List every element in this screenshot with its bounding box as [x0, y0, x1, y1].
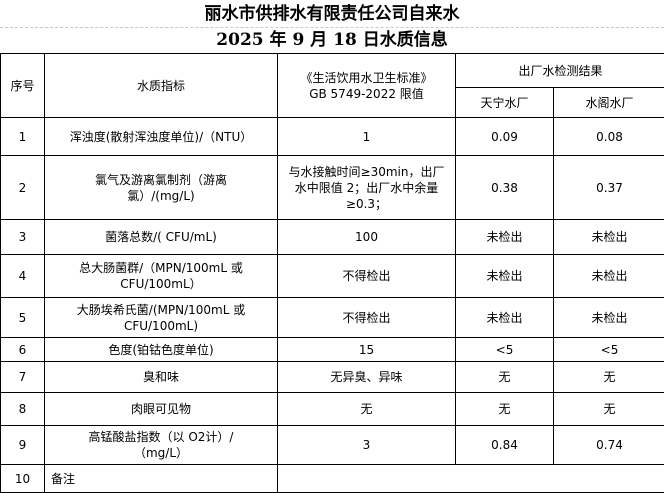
row-plant1-value: 无 [456, 393, 554, 426]
header-standard-title: 《生活饮用水卫生标准》 [280, 70, 453, 86]
row-plant1-value: 未检出 [456, 298, 554, 338]
row-plant2-value: 0.74 [554, 426, 664, 465]
row-plant2-value: <5 [554, 338, 664, 362]
row-indicator: 大肠埃希氏菌/(MPN/100mL 或 CFU/100mL) [45, 298, 278, 338]
page-title: 丽水市供排水有限责任公司自来水 [0, 2, 664, 28]
remark-row: 10 备注 [1, 465, 664, 493]
row-plant1-value: 0.09 [456, 118, 554, 156]
row-no: 2 [1, 156, 45, 220]
row-no: 8 [1, 393, 45, 426]
row-plant1-value: <5 [456, 338, 554, 362]
water-quality-table: 序号 水质指标 《生活饮用水卫生标准》GB 5749-2022 限值 出厂水检测… [0, 53, 664, 493]
row-no: 6 [1, 338, 45, 362]
row-no: 4 [1, 255, 45, 298]
header-plant2: 水阁水厂 [554, 88, 664, 118]
row-plant2-value: 无 [554, 362, 664, 393]
row-indicator: 总大肠菌群/（MPN/100mL 或 CFU/100mL） [45, 255, 278, 298]
row-limit: 1 [278, 118, 456, 156]
row-plant2-value: 未检出 [554, 220, 664, 255]
row-plant2-value: 0.08 [554, 118, 664, 156]
row-plant1-value: 无 [456, 362, 554, 393]
row-no: 7 [1, 362, 45, 393]
row-indicator: 色度(铂钴色度单位) [45, 338, 278, 362]
header-results: 出厂水检测结果 [456, 54, 664, 88]
row-indicator: 氯气及游离氯制剂（游离氯）/(mg/L) [45, 156, 278, 220]
remark-no: 10 [1, 465, 45, 493]
row-limit: 100 [278, 220, 456, 255]
row-plant2-value: 0.37 [554, 156, 664, 220]
row-plant2-value: 未检出 [554, 255, 664, 298]
row-indicator: 浑浊度(散射浑浊度单位)/（NTU） [45, 118, 278, 156]
row-indicator: 高锰酸盐指数（以 O2计）/（mg/L） [45, 426, 278, 465]
row-plant2-value: 无 [554, 393, 664, 426]
row-plant1-value: 未检出 [456, 220, 554, 255]
row-limit: 无 [278, 393, 456, 426]
row-limit: 3 [278, 426, 456, 465]
row-plant1-value: 未检出 [456, 255, 554, 298]
row-limit: 不得检出 [278, 298, 456, 338]
remark-label: 备注 [45, 465, 278, 493]
row-plant1-value: 0.38 [456, 156, 554, 220]
row-limit: 与水接触时间≥30min，出厂水中限值 2；出厂水中余量≥0.3； [278, 156, 456, 220]
row-no: 5 [1, 298, 45, 338]
row-indicator: 菌落总数/( CFU/mL) [45, 220, 278, 255]
row-limit: 无异臭、异味 [278, 362, 456, 393]
header-standard: 《生活饮用水卫生标准》GB 5749-2022 限值 [278, 54, 456, 118]
header-no: 序号 [1, 54, 45, 118]
page-subtitle: 2025 年 9 月 18 日水质信息 [0, 28, 664, 53]
row-plant2-value: 未检出 [554, 298, 664, 338]
row-no: 3 [1, 220, 45, 255]
row-limit: 不得检出 [278, 255, 456, 298]
row-no: 1 [1, 118, 45, 156]
row-indicator: 臭和味 [45, 362, 278, 393]
row-indicator: 肉眼可见物 [45, 393, 278, 426]
header-indicator: 水质指标 [45, 54, 278, 118]
header-plant1: 天宁水厂 [456, 88, 554, 118]
row-plant1-value: 0.84 [456, 426, 554, 465]
row-limit: 15 [278, 338, 456, 362]
header-standard-code: GB 5749-2022 限值 [280, 86, 453, 102]
row-no: 9 [1, 426, 45, 465]
remark-value [278, 465, 664, 493]
